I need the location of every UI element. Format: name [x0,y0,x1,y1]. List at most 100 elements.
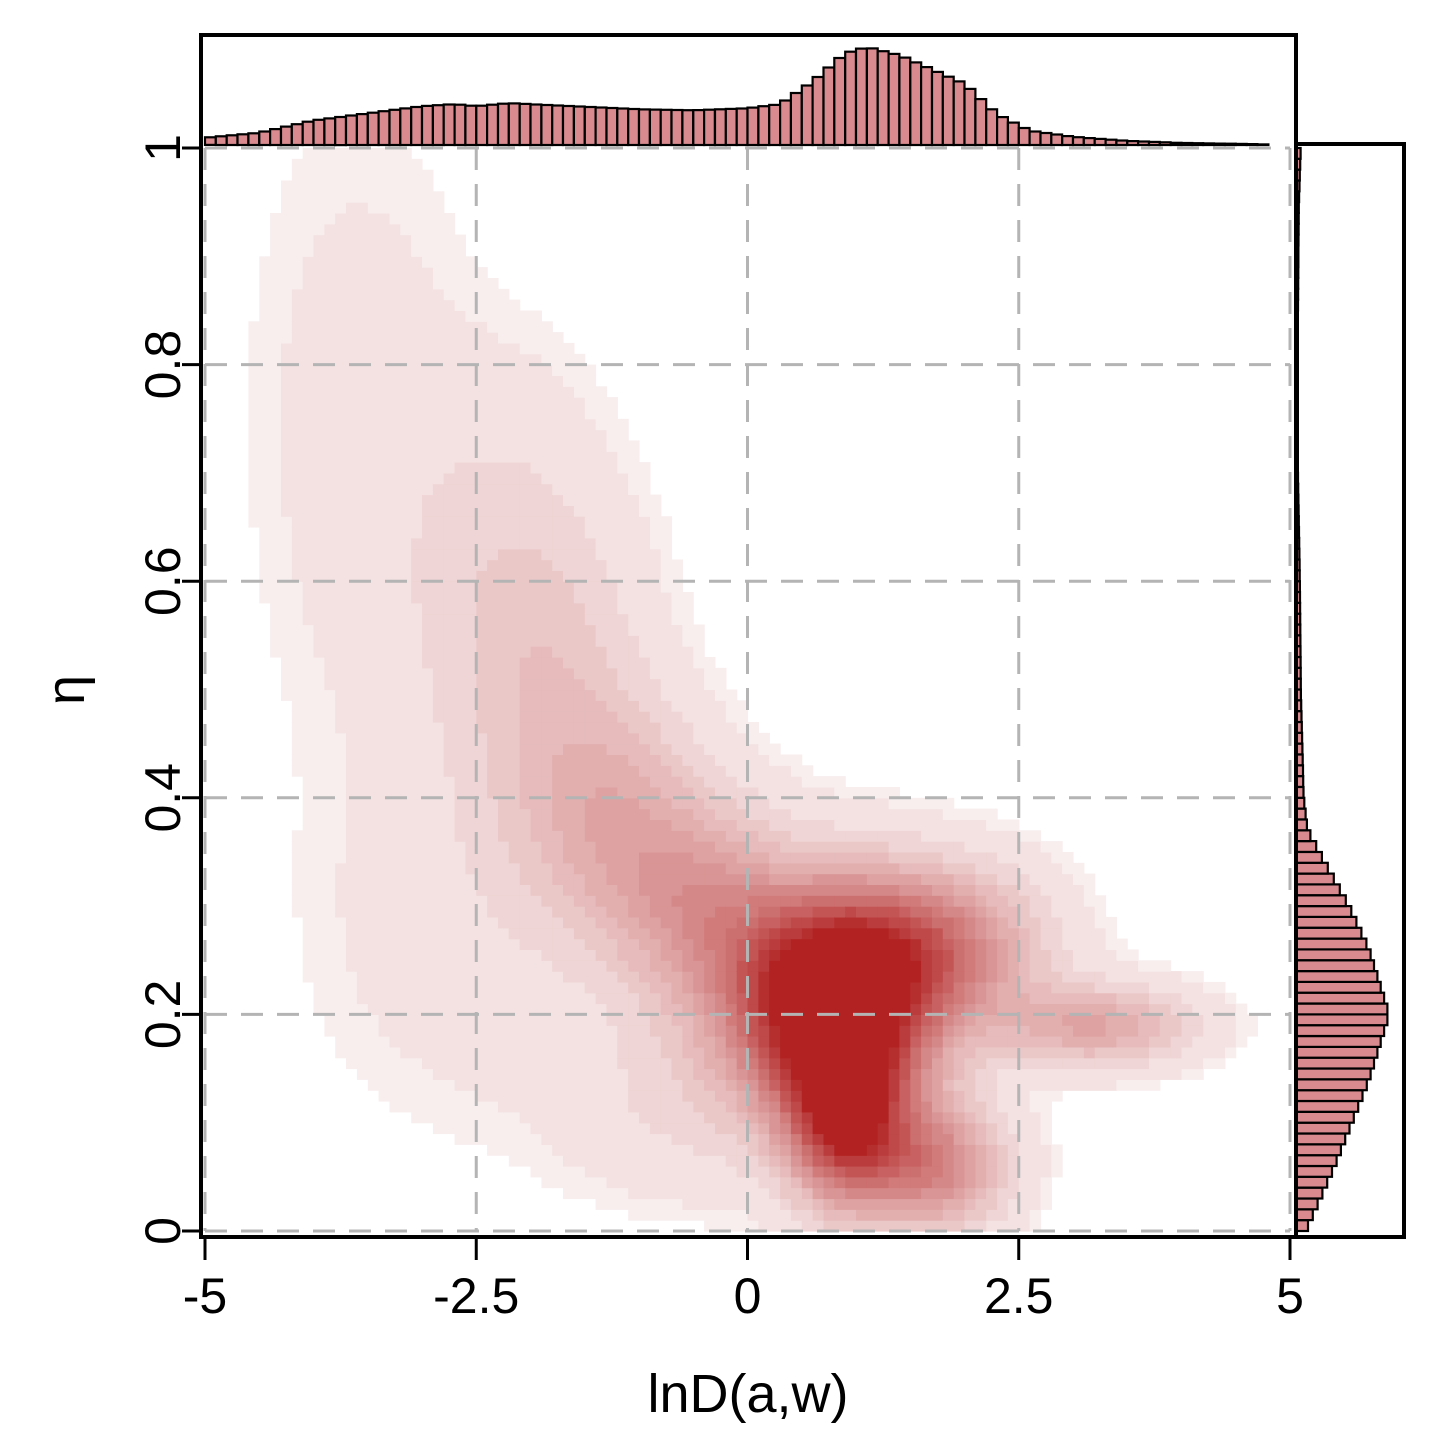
heatmap-cell [758,949,770,961]
heatmap-cell [411,581,423,593]
heatmap-cell [465,548,477,561]
heatmap-cell [432,765,445,777]
heatmap-cell [1094,960,1107,972]
y-marginal-bar [1294,1056,1376,1070]
heatmap-cell [877,1144,890,1156]
heatmap-cell [932,1014,944,1026]
heatmap-cell [552,938,564,950]
heatmap-cell [530,916,542,929]
heatmap-cell [942,819,955,831]
heatmap-cell [1018,992,1031,1005]
heatmap-cell [573,494,586,506]
heatmap-cell [1073,1068,1085,1080]
heatmap-cell [639,765,651,777]
heatmap-cell [1170,981,1183,994]
heatmap-cell [845,1133,857,1145]
heatmap-cell [671,657,683,669]
heatmap-cell [1094,949,1107,961]
heatmap-cell [400,657,412,669]
heatmap-cell [530,310,542,322]
heatmap-cell [1018,971,1031,983]
heatmap-cell [465,375,477,387]
heatmap-cell [1029,1003,1042,1015]
heatmap-cell [541,1111,553,1124]
heatmap-cell [682,1111,694,1124]
heatmap-cell [932,830,944,842]
heatmap-cell [487,1101,499,1113]
heatmap-cell [1116,1079,1128,1091]
heatmap-cell [617,1111,629,1124]
heatmap-cell [736,1090,749,1102]
heatmap-cell [823,830,835,842]
heatmap-cell [736,808,749,820]
heatmap-cell [573,776,586,788]
heatmap-cell [400,559,412,571]
heatmap-cell [639,906,651,918]
heatmap-cell [541,527,553,539]
heatmap-cell [660,722,673,734]
heatmap-cell [639,1187,651,1200]
heatmap-cell [845,819,857,831]
heatmap-cell [1007,830,1020,842]
heatmap-cell [812,1101,825,1113]
heatmap-cell [454,1046,466,1059]
heatmap-cell [660,613,673,626]
heatmap-cell [324,386,336,398]
heatmap-cell [530,1166,542,1178]
heatmap-cell [639,646,651,658]
heatmap-cell [476,407,488,420]
heatmap-cell [530,1025,542,1037]
heatmap-cell [291,657,304,669]
heatmap-cell [313,342,325,355]
heatmap-cell [541,1122,553,1135]
heatmap-cell [259,342,271,355]
heatmap-cell [584,1133,597,1145]
heatmap-cell [508,667,521,680]
heatmap-cell [910,971,922,983]
heatmap-cell [541,949,553,961]
heatmap-cell [725,1209,738,1221]
heatmap-cell [389,1079,401,1091]
heatmap-cell [921,1079,933,1091]
heatmap-cell [747,960,759,972]
heatmap-cell [541,1144,553,1156]
heatmap-cell [476,787,488,799]
heatmap-cell [356,895,369,907]
heatmap-cell [443,559,456,571]
heatmap-cell [367,722,380,734]
heatmap-cell [508,830,521,842]
heatmap-cell [1051,1046,1063,1059]
heatmap-cell [682,689,694,701]
heatmap-cell [921,971,933,983]
heatmap-cell [411,386,423,398]
heatmap-cell [313,841,325,853]
heatmap-cell [845,852,857,864]
heatmap-cell [693,700,705,712]
heatmap-cell [411,830,423,842]
heatmap-cell [519,884,532,896]
heatmap-cell [682,1209,694,1221]
heatmap-cell [1203,1003,1215,1015]
heatmap-cell [422,483,434,496]
heatmap-cell [552,537,564,550]
heatmap-cell [552,1046,564,1059]
heatmap-cell [422,797,434,810]
heatmap-cell [541,787,553,799]
heatmap-cell [899,906,911,918]
heatmap-cell [606,472,618,485]
heatmap-cell [671,1176,683,1189]
heatmap-cell [465,462,477,474]
heatmap-cell [356,310,369,322]
heatmap-cell [660,938,673,950]
heatmap-cell [400,971,412,983]
heatmap-cell [259,462,271,474]
heatmap-cell [780,906,792,918]
heatmap-cell [335,916,347,929]
heatmap-cell [356,158,369,171]
heatmap-cell [367,1068,380,1080]
heatmap-cell [248,397,260,409]
heatmap-cell [281,397,293,409]
heatmap-cell [1192,1057,1204,1070]
heatmap-cell [617,472,629,485]
heatmap-cell [628,1068,640,1080]
